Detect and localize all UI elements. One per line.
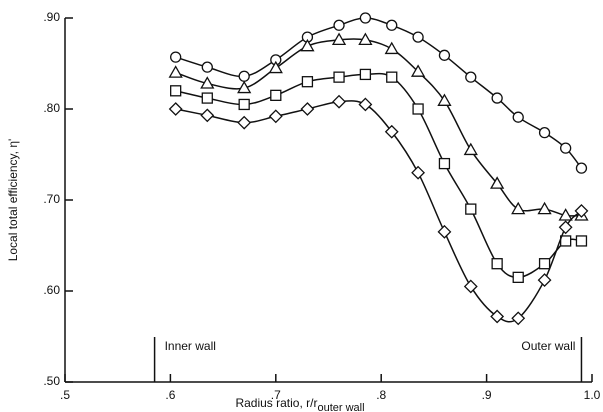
marker	[558, 220, 573, 235]
y-tick-label: .80	[43, 101, 60, 115]
series-line	[175, 100, 582, 323]
marker	[438, 157, 451, 170]
marker	[463, 279, 478, 294]
marker	[410, 64, 426, 77]
y-tick-label: .90	[43, 10, 60, 24]
x-tick-label: .9	[482, 388, 492, 402]
marker	[359, 68, 372, 81]
marker	[437, 93, 452, 106]
marker	[386, 19, 398, 31]
series-line	[175, 72, 582, 279]
marker	[490, 309, 505, 324]
marker	[490, 176, 505, 189]
marker	[170, 51, 182, 63]
x-tick-label: .6	[165, 388, 175, 402]
x-tick-label: .7	[271, 388, 281, 402]
marker	[331, 32, 347, 45]
marker	[574, 204, 589, 218]
marker	[537, 201, 552, 215]
y-tick-label: .70	[43, 192, 60, 206]
marker	[412, 103, 424, 115]
marker	[168, 102, 183, 116]
y-axis-label: Local total efficiency, η'	[6, 139, 20, 262]
marker	[384, 41, 399, 55]
marker	[237, 115, 252, 130]
marker	[558, 208, 573, 221]
marker	[412, 31, 424, 43]
marker	[333, 71, 345, 83]
marker	[358, 97, 373, 112]
marker	[200, 108, 215, 123]
marker	[384, 124, 399, 139]
marker	[300, 102, 315, 116]
annotation: Inner wall	[165, 339, 216, 353]
marker	[268, 60, 283, 74]
marker	[511, 201, 526, 215]
marker	[200, 76, 215, 89]
marker	[238, 98, 250, 111]
marker	[201, 61, 213, 73]
x-axis-label-main: Radius ratio, r/r	[235, 396, 317, 410]
marker	[538, 258, 551, 270]
marker	[491, 92, 503, 104]
marker	[575, 235, 588, 247]
x-tick-label: 1.0	[584, 388, 601, 402]
marker	[268, 109, 283, 124]
marker	[560, 235, 572, 247]
marker	[511, 311, 526, 326]
marker	[386, 71, 398, 83]
marker	[333, 19, 345, 31]
x-tick-label: .8	[376, 388, 386, 402]
marker	[512, 271, 524, 284]
marker	[438, 49, 451, 61]
marker	[201, 92, 213, 104]
marker	[359, 12, 372, 24]
marker	[465, 203, 477, 215]
marker	[465, 71, 477, 83]
marker	[168, 65, 183, 78]
marker	[491, 258, 503, 270]
marker	[538, 127, 551, 139]
series-line	[175, 17, 583, 169]
marker	[560, 142, 572, 154]
marker	[411, 165, 426, 180]
x-axis-label: Radius ratio, r/router wall	[235, 396, 364, 412]
y-tick-label: .60	[43, 283, 60, 297]
marker	[270, 89, 282, 101]
marker	[512, 111, 524, 123]
marker	[300, 38, 315, 52]
annotation: Outer wall	[521, 339, 575, 353]
marker	[301, 76, 314, 88]
marker	[358, 32, 373, 45]
marker	[537, 273, 552, 287]
x-tick-label: .5	[60, 388, 70, 402]
series-line	[175, 38, 582, 217]
marker	[237, 80, 252, 94]
marker	[575, 162, 588, 174]
marker	[332, 94, 346, 109]
marker	[238, 70, 250, 82]
y-tick-label: .50	[43, 374, 60, 388]
marker	[170, 85, 182, 97]
marker	[463, 142, 478, 156]
x-axis-label-sub: outer wall	[317, 402, 364, 412]
marker	[437, 224, 452, 239]
